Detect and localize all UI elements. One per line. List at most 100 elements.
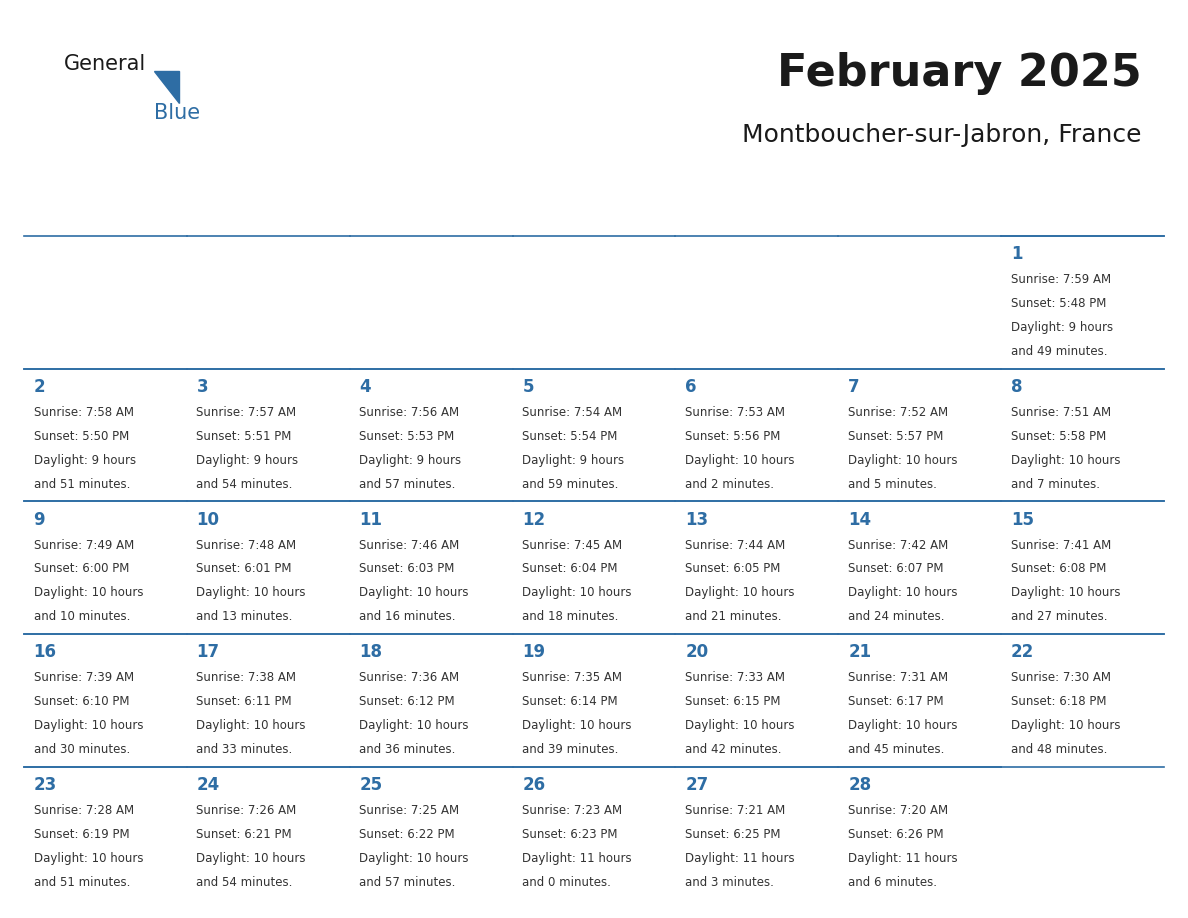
Text: Daylight: 10 hours: Daylight: 10 hours xyxy=(523,719,632,733)
Text: Sunrise: 7:31 AM: Sunrise: 7:31 AM xyxy=(848,671,948,684)
Text: and 48 minutes.: and 48 minutes. xyxy=(1011,743,1107,756)
Text: Sunset: 5:54 PM: Sunset: 5:54 PM xyxy=(523,430,618,442)
Text: Sunrise: 7:33 AM: Sunrise: 7:33 AM xyxy=(685,671,785,684)
Text: Sunrise: 7:46 AM: Sunrise: 7:46 AM xyxy=(360,539,460,552)
Text: Sunrise: 7:54 AM: Sunrise: 7:54 AM xyxy=(523,406,623,419)
Text: Sunset: 5:51 PM: Sunset: 5:51 PM xyxy=(196,430,292,442)
Text: and 5 minutes.: and 5 minutes. xyxy=(848,477,937,490)
Text: 1: 1 xyxy=(1011,245,1023,263)
Text: and 59 minutes.: and 59 minutes. xyxy=(523,477,619,490)
Text: Daylight: 10 hours: Daylight: 10 hours xyxy=(196,719,307,733)
Text: Sunrise: 7:49 AM: Sunrise: 7:49 AM xyxy=(33,539,134,552)
Text: Sunday: Sunday xyxy=(37,201,112,218)
Text: 12: 12 xyxy=(523,510,545,529)
Text: Sunrise: 7:21 AM: Sunrise: 7:21 AM xyxy=(685,804,785,817)
Text: Sunrise: 7:38 AM: Sunrise: 7:38 AM xyxy=(196,671,297,684)
Text: Sunset: 6:04 PM: Sunset: 6:04 PM xyxy=(523,563,618,576)
Text: Sunrise: 7:52 AM: Sunrise: 7:52 AM xyxy=(848,406,948,419)
Text: and 21 minutes.: and 21 minutes. xyxy=(685,610,782,623)
Text: and 39 minutes.: and 39 minutes. xyxy=(523,743,619,756)
Text: Sunrise: 7:42 AM: Sunrise: 7:42 AM xyxy=(848,539,948,552)
Text: and 10 minutes.: and 10 minutes. xyxy=(33,610,129,623)
Text: Sunset: 6:12 PM: Sunset: 6:12 PM xyxy=(360,695,455,708)
Text: Tuesday: Tuesday xyxy=(362,201,444,218)
Text: Sunrise: 7:58 AM: Sunrise: 7:58 AM xyxy=(33,406,133,419)
Text: Daylight: 9 hours: Daylight: 9 hours xyxy=(360,453,461,466)
Text: Daylight: 10 hours: Daylight: 10 hours xyxy=(196,587,307,599)
Text: Daylight: 10 hours: Daylight: 10 hours xyxy=(360,587,469,599)
Text: Daylight: 10 hours: Daylight: 10 hours xyxy=(33,587,143,599)
Text: Daylight: 10 hours: Daylight: 10 hours xyxy=(848,453,958,466)
Text: Sunrise: 7:48 AM: Sunrise: 7:48 AM xyxy=(196,539,297,552)
Text: 19: 19 xyxy=(523,644,545,662)
Text: Friday: Friday xyxy=(852,201,914,218)
Text: Sunset: 6:26 PM: Sunset: 6:26 PM xyxy=(848,828,943,841)
Text: Sunrise: 7:44 AM: Sunrise: 7:44 AM xyxy=(685,539,785,552)
Text: Daylight: 10 hours: Daylight: 10 hours xyxy=(848,587,958,599)
Text: Sunset: 6:10 PM: Sunset: 6:10 PM xyxy=(33,695,129,708)
Text: and 57 minutes.: and 57 minutes. xyxy=(360,477,456,490)
Text: Montboucher-sur-Jabron, France: Montboucher-sur-Jabron, France xyxy=(742,123,1142,147)
Text: Daylight: 10 hours: Daylight: 10 hours xyxy=(1011,587,1120,599)
Text: Sunset: 5:48 PM: Sunset: 5:48 PM xyxy=(1011,297,1106,310)
Text: 28: 28 xyxy=(848,777,871,794)
Text: Sunset: 6:22 PM: Sunset: 6:22 PM xyxy=(360,828,455,841)
Text: Daylight: 11 hours: Daylight: 11 hours xyxy=(685,852,795,865)
Text: and 33 minutes.: and 33 minutes. xyxy=(196,743,292,756)
Text: 25: 25 xyxy=(360,777,383,794)
Text: Sunrise: 7:28 AM: Sunrise: 7:28 AM xyxy=(33,804,134,817)
Text: Sunset: 5:57 PM: Sunset: 5:57 PM xyxy=(848,430,943,442)
Text: Daylight: 9 hours: Daylight: 9 hours xyxy=(33,453,135,466)
Text: Daylight: 10 hours: Daylight: 10 hours xyxy=(33,719,143,733)
Text: 27: 27 xyxy=(685,777,708,794)
Text: Sunrise: 7:59 AM: Sunrise: 7:59 AM xyxy=(1011,273,1111,286)
Text: Sunrise: 7:57 AM: Sunrise: 7:57 AM xyxy=(196,406,297,419)
Text: Blue: Blue xyxy=(153,104,200,123)
Text: and 42 minutes.: and 42 minutes. xyxy=(685,743,782,756)
Text: and 18 minutes.: and 18 minutes. xyxy=(523,610,619,623)
Text: and 45 minutes.: and 45 minutes. xyxy=(848,743,944,756)
Text: Sunrise: 7:56 AM: Sunrise: 7:56 AM xyxy=(360,406,460,419)
Text: Sunset: 6:18 PM: Sunset: 6:18 PM xyxy=(1011,695,1106,708)
Text: and 36 minutes.: and 36 minutes. xyxy=(360,743,456,756)
Text: General: General xyxy=(64,54,146,74)
Text: 11: 11 xyxy=(360,510,383,529)
Text: 8: 8 xyxy=(1011,378,1023,396)
Text: Sunset: 6:17 PM: Sunset: 6:17 PM xyxy=(848,695,943,708)
Text: Sunset: 6:25 PM: Sunset: 6:25 PM xyxy=(685,828,781,841)
Text: Saturday: Saturday xyxy=(1015,201,1106,218)
Text: 2: 2 xyxy=(33,378,45,396)
Text: Sunset: 6:15 PM: Sunset: 6:15 PM xyxy=(685,695,781,708)
Text: Sunset: 6:21 PM: Sunset: 6:21 PM xyxy=(196,828,292,841)
Text: Sunrise: 7:26 AM: Sunrise: 7:26 AM xyxy=(196,804,297,817)
Text: Sunset: 6:07 PM: Sunset: 6:07 PM xyxy=(848,563,943,576)
Text: Sunrise: 7:23 AM: Sunrise: 7:23 AM xyxy=(523,804,623,817)
Text: Sunset: 5:58 PM: Sunset: 5:58 PM xyxy=(1011,430,1106,442)
Text: and 30 minutes.: and 30 minutes. xyxy=(33,743,129,756)
Text: Daylight: 9 hours: Daylight: 9 hours xyxy=(523,453,625,466)
Polygon shape xyxy=(153,72,179,104)
Text: Daylight: 10 hours: Daylight: 10 hours xyxy=(685,587,795,599)
Text: Daylight: 11 hours: Daylight: 11 hours xyxy=(523,852,632,865)
Text: Daylight: 10 hours: Daylight: 10 hours xyxy=(33,852,143,865)
Text: Sunset: 6:14 PM: Sunset: 6:14 PM xyxy=(523,695,618,708)
Text: Sunrise: 7:35 AM: Sunrise: 7:35 AM xyxy=(523,671,623,684)
Text: Wednesday: Wednesday xyxy=(525,201,642,218)
Text: 14: 14 xyxy=(848,510,871,529)
Text: 15: 15 xyxy=(1011,510,1034,529)
Text: Daylight: 10 hours: Daylight: 10 hours xyxy=(360,852,469,865)
Text: 23: 23 xyxy=(33,777,57,794)
Text: and 51 minutes.: and 51 minutes. xyxy=(33,477,129,490)
Text: Daylight: 10 hours: Daylight: 10 hours xyxy=(685,453,795,466)
Text: and 16 minutes.: and 16 minutes. xyxy=(360,610,456,623)
Text: Sunset: 6:23 PM: Sunset: 6:23 PM xyxy=(523,828,618,841)
Text: Sunset: 6:19 PM: Sunset: 6:19 PM xyxy=(33,828,129,841)
Text: and 3 minutes.: and 3 minutes. xyxy=(685,876,775,889)
Text: and 2 minutes.: and 2 minutes. xyxy=(685,477,775,490)
Text: 16: 16 xyxy=(33,644,57,662)
Text: Sunrise: 7:36 AM: Sunrise: 7:36 AM xyxy=(360,671,460,684)
Text: Sunrise: 7:41 AM: Sunrise: 7:41 AM xyxy=(1011,539,1111,552)
Text: Sunrise: 7:53 AM: Sunrise: 7:53 AM xyxy=(685,406,785,419)
Text: 13: 13 xyxy=(685,510,708,529)
Text: and 49 minutes.: and 49 minutes. xyxy=(1011,345,1107,358)
